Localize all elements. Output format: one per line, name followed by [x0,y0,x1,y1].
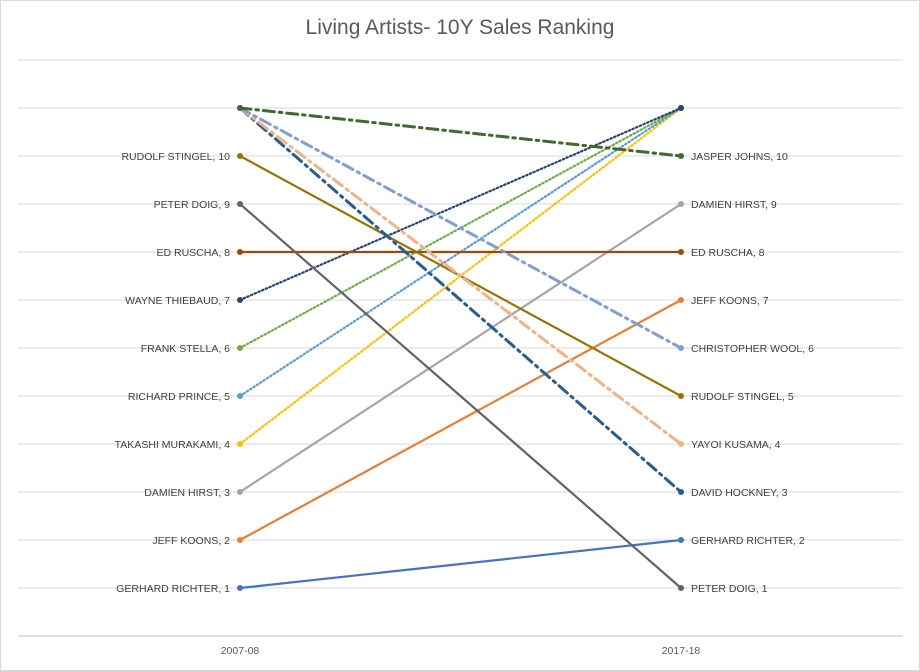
data-label-right: ED RUSCHA, 8 [691,247,765,259]
data-point [237,249,243,255]
data-point [678,393,684,399]
data-label-left: FRANK STELLA, 6 [141,343,230,355]
data-point [678,249,684,255]
data-label-right: DAVID HOCKNEY, 3 [691,487,788,499]
data-labels: GERHARD RICHTER, 1 GERHARD RICHTER, 2 JEFF… [115,151,814,595]
x-tick-label: 2017-18 [662,645,701,657]
data-label-right: PETER DOIG, 1 [691,583,768,595]
series-line-david-hockney [238,106,683,494]
data-label-right: YAYOI KUSAMA, 4 [691,439,781,451]
data-label-left: RUDOLF STINGEL, 10 [121,151,230,163]
data-point [678,345,684,351]
series-lines [237,105,684,591]
data-label-left: GERHARD RICHTER, 1 [116,583,230,595]
data-point [237,537,243,543]
data-point [678,537,684,543]
data-point [237,153,243,159]
data-point [678,441,684,447]
series-line-peter-doig [238,202,683,590]
data-point [678,489,684,495]
chart-title: Living Artists- 10Y Sales Ranking [305,16,615,39]
data-label-left: JEFF KOONS, 2 [152,535,230,547]
data-label-left: DAMIEN HIRST, 3 [144,487,230,499]
data-point [678,585,684,591]
data-point [237,201,243,207]
data-point [237,105,243,111]
data-label-right: RUDOLF STINGEL, 5 [691,391,794,403]
data-label-right: JEFF KOONS, 7 [691,295,769,307]
data-label-right: GERHARD RICHTER, 2 [691,535,805,547]
data-point [237,489,243,495]
x-tick-label: 2007-08 [221,645,260,657]
data-label-right: DAMIEN HIRST, 9 [691,199,777,211]
data-point [237,345,243,351]
data-label-left: ED RUSCHA, 8 [156,247,230,259]
data-label-left: PETER DOIG, 9 [154,199,231,211]
series-line-jasper-johns [238,106,683,158]
series-line-gerhard-richter [238,538,683,590]
data-point [678,201,684,207]
series-line-jeff-koons [238,298,683,542]
data-label-left: WAYNE THIEBAUD, 7 [125,295,230,307]
data-label-left: RICHARD PRINCE, 5 [128,391,230,403]
data-point [237,441,243,447]
data-label-right: JASPER JOHNS, 10 [691,151,788,163]
data-point [237,585,243,591]
data-point [678,153,684,159]
data-label-right: CHRISTOPHER WOOL, 6 [691,343,814,355]
data-point [678,297,684,303]
series-line-christopher-wool [238,106,683,350]
data-label-left: TAKASHI MURAKAMI, 4 [115,439,230,451]
series-line-yayoi-kusama [238,106,683,446]
data-point [237,393,243,399]
data-point [237,297,243,303]
data-point [678,105,684,111]
x-axis-ticks: 2007-08 2017-18 [221,645,701,657]
